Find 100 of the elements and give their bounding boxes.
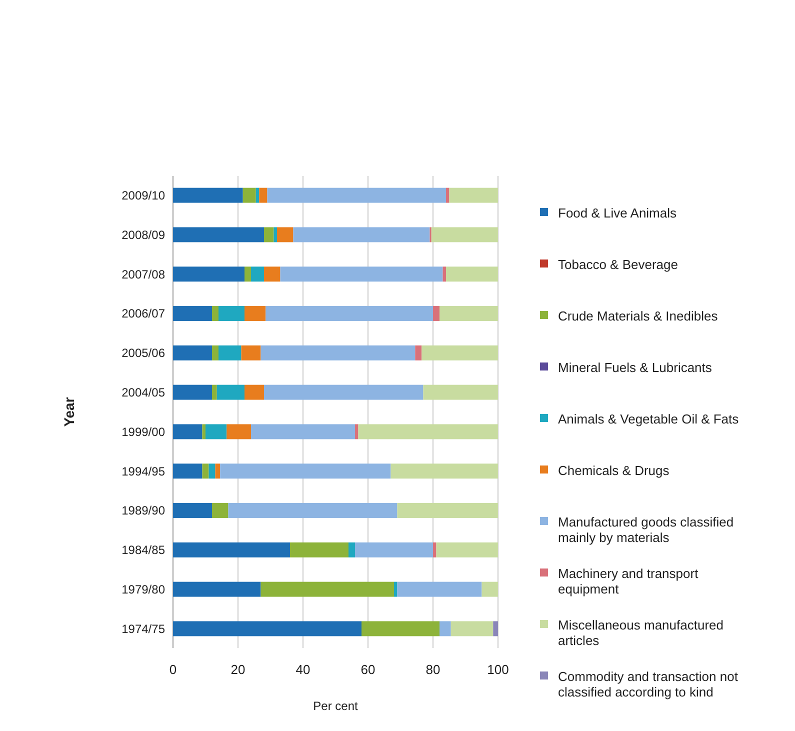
bar: [215, 464, 220, 479]
bar: [277, 227, 294, 242]
x-tick-label: 60: [360, 662, 376, 677]
y-tick-label: 2005/06: [122, 346, 166, 360]
bar: [348, 542, 355, 558]
legend-label: Food & Live Animals: [558, 206, 678, 221]
legend-label: Manufactured goods classified mainly by materials: [558, 514, 734, 546]
bar: [394, 582, 398, 597]
bar: [218, 345, 242, 360]
y-tick-label: 1974/75: [122, 622, 166, 636]
bar: [212, 306, 218, 321]
bar: [423, 384, 498, 400]
bar: [355, 542, 433, 558]
bar: [260, 582, 394, 597]
bar: [436, 542, 498, 558]
bar: [173, 227, 264, 242]
bar: [260, 345, 416, 360]
y-tick-label: 2008/09: [122, 228, 166, 242]
bar: [440, 621, 451, 636]
y-axis-title: Year: [61, 396, 77, 427]
bar: [433, 306, 440, 321]
bar: [242, 188, 256, 203]
bar: [280, 266, 443, 282]
x-tick-label: 40: [296, 662, 310, 677]
bar: [226, 424, 251, 440]
y-tick-label: 1979/80: [122, 582, 166, 596]
bar: [173, 424, 202, 440]
bar: [264, 384, 424, 400]
bar: [212, 345, 218, 360]
bar: [220, 464, 391, 479]
bar: [355, 424, 358, 440]
bar: [212, 503, 228, 518]
legend-label: Animals & Vegetable Oil & Fats: [558, 412, 740, 427]
bar: [446, 266, 498, 282]
y-tick-label: 2004/05: [122, 386, 166, 400]
y-tick-label: 2007/08: [122, 267, 166, 282]
bar: [173, 345, 212, 360]
bar: [218, 306, 244, 321]
bar: [431, 227, 498, 242]
bar: [173, 464, 202, 479]
bar: [216, 384, 244, 400]
x-tick-label: 0: [169, 662, 177, 677]
bar: [397, 503, 498, 518]
bar: [390, 464, 498, 479]
bar: [241, 345, 261, 360]
bar: [422, 345, 498, 360]
bar: [173, 384, 212, 400]
x-axis-title: Per cent: [313, 699, 359, 713]
bar: [267, 188, 446, 203]
x-tick-label: 20: [230, 662, 246, 677]
y-tick-label: 1994/95: [122, 464, 166, 478]
bar: [264, 227, 274, 242]
bar: [362, 621, 440, 636]
bar: [493, 621, 498, 636]
bar: [358, 424, 498, 440]
bar: [173, 306, 212, 321]
x-tick-label: 80: [426, 662, 440, 677]
x-tick-label: 100: [487, 662, 509, 677]
legend-label: Mineral Fuels & Lubricants: [558, 360, 712, 376]
bar: [397, 582, 482, 597]
bar: [173, 503, 212, 518]
legend-label: Tobacco & Beverage: [558, 257, 678, 272]
bar: [208, 464, 216, 479]
bar: [212, 384, 217, 400]
bar: [259, 188, 268, 203]
y-tick-label: 1989/90: [122, 504, 166, 518]
bar: [202, 464, 209, 479]
bar: [274, 227, 277, 242]
bar: [415, 345, 422, 360]
bar: [251, 424, 355, 440]
bar: [202, 424, 206, 440]
bar: [244, 306, 266, 321]
y-tick-label: 2009/10: [122, 188, 166, 203]
bar: [173, 621, 362, 636]
bar: [442, 266, 446, 282]
y-tick-label: 1984/85: [122, 543, 166, 558]
bar: [228, 503, 398, 518]
bar: [446, 188, 450, 203]
bar: [293, 227, 430, 242]
bar: [450, 621, 494, 636]
bar: [244, 266, 251, 282]
bar: [206, 424, 227, 440]
legend-label: Crude Materials & Inedibles: [558, 308, 718, 324]
bar: [244, 384, 264, 400]
bar: [256, 188, 260, 203]
bar: [173, 188, 243, 203]
bar: [264, 266, 280, 282]
legend-label: Machinery and transport equipment: [558, 566, 699, 597]
y-tick-label: 2006/07: [122, 306, 166, 321]
bar: [440, 306, 498, 321]
y-tick-label: 1999/00: [122, 424, 166, 439]
bar: [290, 542, 348, 558]
bar: [173, 582, 261, 597]
bar: [173, 266, 244, 282]
bar: [266, 306, 433, 321]
bar: [251, 266, 264, 282]
bar: [173, 542, 290, 558]
legend-label: Commodity and transaction not classified according to kind: [558, 669, 738, 700]
bar: [482, 582, 498, 597]
bar: [449, 188, 498, 203]
